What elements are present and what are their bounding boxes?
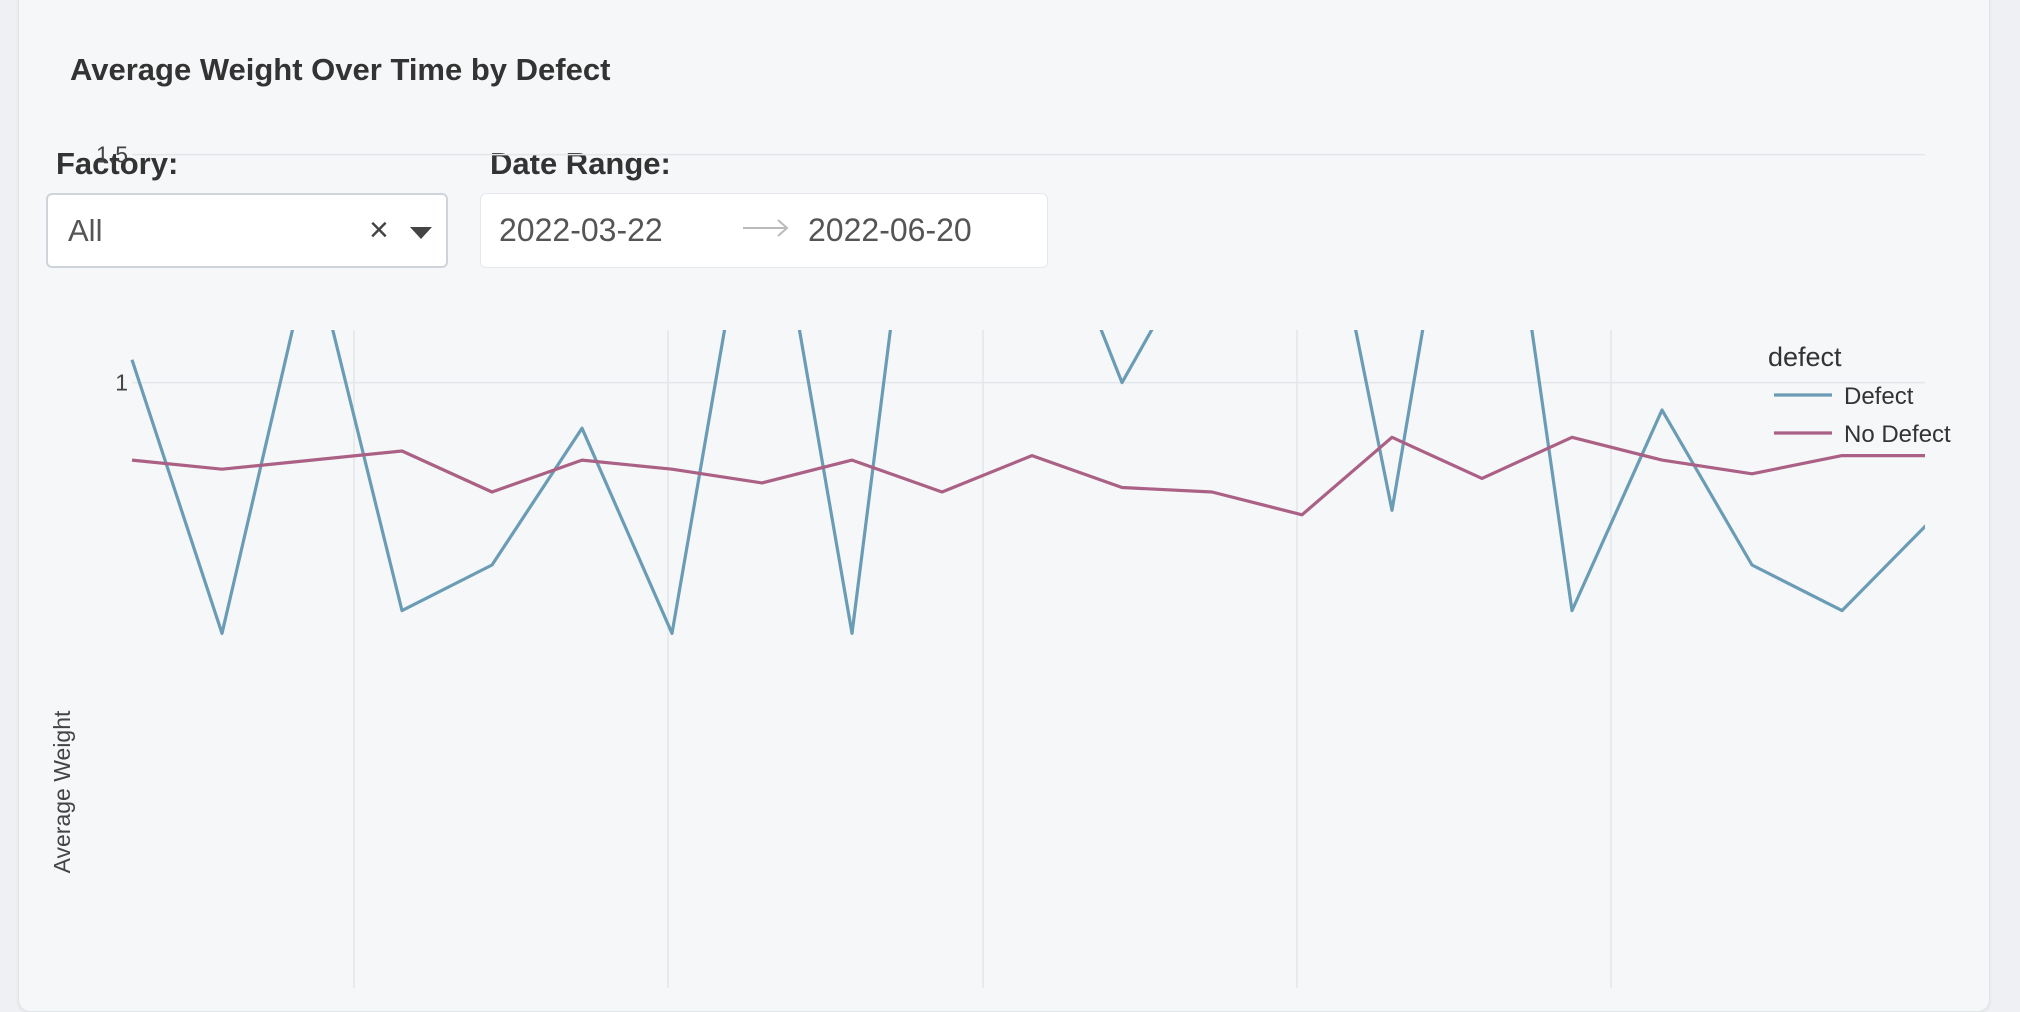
card-title: Average Weight Over Time by Defect [70,52,611,87]
date-range-picker[interactable]: 2022-03-22 2022-06-20 [480,193,1048,268]
date-range-label: Date Range: [490,146,671,181]
series-line-no-defect [131,435,1925,517]
chevron-down-icon[interactable] [410,227,432,239]
legend-title: defect [1768,342,1842,372]
factory-select-value: All [68,213,103,248]
date-start-input[interactable]: 2022-03-22 [499,212,663,248]
y-axis-label: Average Weight [49,710,75,873]
clear-icon[interactable]: × [369,211,389,249]
arrow-right-icon [743,219,789,237]
legend-item-no-defect[interactable]: No Defect [1844,421,1951,448]
factory-label: Factory: [56,146,179,181]
date-end-input[interactable]: 2022-06-20 [808,212,972,248]
factory-select[interactable]: All × [46,193,448,268]
y-tick-label: 1 [115,370,128,396]
legend-item-defect[interactable]: Defect [1844,383,1914,410]
chart-card [18,0,1990,1012]
series-line-defect [130,330,1925,636]
y-tick-label: 1.5 [96,142,128,168]
